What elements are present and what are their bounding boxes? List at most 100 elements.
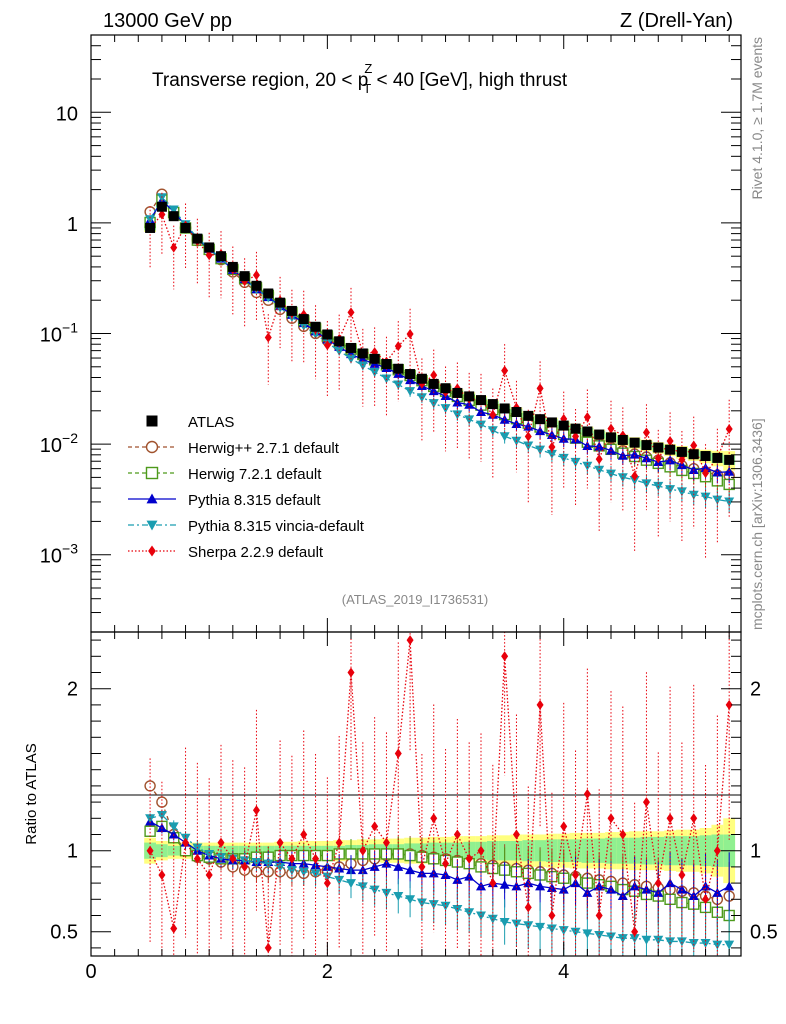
series-point-main-4 <box>394 341 402 352</box>
series-point-ratio-4 <box>394 748 402 759</box>
x-tick-label: 0 <box>85 961 96 983</box>
atlas-data-point <box>676 446 687 457</box>
series-point-ratio-2 <box>606 884 616 894</box>
series-point-ratio-2 <box>535 881 546 891</box>
series-point-ratio-4 <box>323 878 331 889</box>
series-point-main-4 <box>702 468 710 479</box>
x-tick-label: 4 <box>558 961 569 983</box>
atlas-data-point <box>204 242 215 253</box>
series-point-main-3 <box>405 387 416 397</box>
atlas-data-point <box>168 211 179 222</box>
series-point-ratio-4 <box>713 845 721 856</box>
atlas-data-point <box>665 444 676 455</box>
series-point-ratio-4 <box>359 845 367 856</box>
plot-title: Transverse region, 20 < pZ T < 40 [GeV], … <box>152 61 568 96</box>
atlas-band-inner-ratio <box>664 836 676 866</box>
legend-label: Herwig 7.2.1 default <box>188 466 322 483</box>
series-point-ratio-4 <box>725 699 733 710</box>
legend-marker <box>146 415 158 427</box>
series-point-ratio-4 <box>453 829 461 840</box>
series-point-main-4 <box>406 329 414 340</box>
series-point-ratio-2 <box>594 881 605 891</box>
legend-label: Herwig++ 2.7.1 default <box>188 440 340 457</box>
series-point-ratio-2 <box>523 878 534 888</box>
series-point-ratio-2 <box>570 878 581 888</box>
series-point-ratio-3 <box>381 888 392 898</box>
series-point-main-4 <box>430 370 438 381</box>
series-point-ratio-4 <box>312 853 320 864</box>
series-point-main-3 <box>357 361 368 371</box>
series-point-ratio-4 <box>217 837 225 848</box>
atlas-data-point <box>180 222 191 233</box>
y-tick-label-main: 10 <box>56 103 78 125</box>
series-point-ratio-2 <box>676 884 687 894</box>
series-point-ratio-4 <box>678 870 686 880</box>
series-point-main-4 <box>666 435 674 446</box>
series-point-main-2 <box>629 449 640 459</box>
series-point-main-4 <box>607 423 615 434</box>
atlas-data-point <box>357 348 368 359</box>
legend-marker <box>145 466 159 480</box>
series-point-ratio-1 <box>144 825 156 837</box>
series-point-ratio-2 <box>168 829 179 839</box>
atlas-data-point <box>653 442 664 453</box>
atlas-band-inner-ratio <box>593 838 606 863</box>
series-point-ratio-4 <box>607 813 615 824</box>
series-point-main-4 <box>158 209 166 220</box>
series-point-main-4 <box>264 332 272 343</box>
series-point-ratio-3 <box>322 872 333 882</box>
series-point-ratio-3 <box>298 867 309 877</box>
series-point-main-4 <box>631 470 639 481</box>
atlas-data-point <box>558 420 569 431</box>
series-point-ratio-2 <box>700 881 711 891</box>
series-point-ratio-4 <box>146 845 154 856</box>
series-point-main-4 <box>524 431 532 442</box>
legend-label: Pythia 8.315 vincia-default <box>188 518 365 535</box>
atlas-band-inner-ratio <box>156 844 168 858</box>
series-point-ratio-4 <box>642 797 650 808</box>
series-point-ratio-4 <box>465 853 473 864</box>
series-point-ratio-4 <box>252 805 260 816</box>
atlas-data-point <box>428 378 439 389</box>
atlas-data-point <box>487 399 498 410</box>
series-point-main-4 <box>595 454 603 465</box>
legend-marker <box>145 440 159 454</box>
series-point-ratio-4 <box>418 861 426 872</box>
atlas-data-point <box>511 407 522 418</box>
series-point-ratio-4 <box>619 829 627 840</box>
series-point-ratio-3 <box>676 937 687 947</box>
atlas-data-point <box>346 342 356 353</box>
series-point-ratio-3 <box>393 892 404 902</box>
atlas-data-point <box>286 305 297 316</box>
legend-marker <box>146 520 158 531</box>
series-point-ratio-4 <box>442 858 450 869</box>
series-point-ratio-4 <box>430 813 438 824</box>
atlas-data-point <box>440 383 451 394</box>
y-tick-exp: −3 <box>62 541 78 557</box>
series-point-ratio-2 <box>369 861 380 871</box>
series-point-ratio-3 <box>286 866 297 876</box>
series-point-ratio-4 <box>276 837 284 848</box>
series-point-ratio-2 <box>653 887 664 897</box>
atlas-data-point <box>216 251 226 262</box>
series-point-main-4 <box>205 250 213 261</box>
series-point-ratio-2 <box>393 861 404 871</box>
y-tick-label-main: 10−2 <box>40 430 78 457</box>
series-point-main-4 <box>654 453 662 464</box>
header-left: 13000 GeV pp <box>103 10 232 32</box>
series-point-main-3 <box>452 410 463 420</box>
y-tick-label-ratio-left: 1 <box>67 841 78 863</box>
series-point-main-4 <box>642 427 650 438</box>
series-point-ratio-2 <box>405 865 416 875</box>
atlas-data-point <box>263 288 274 299</box>
atlas-data-point <box>535 414 546 425</box>
atlas-data-point <box>298 314 309 325</box>
series-point-main-4 <box>690 440 698 451</box>
legend-marker <box>148 545 156 557</box>
atlas-data-point <box>452 387 463 398</box>
series-point-ratio-3 <box>546 924 557 934</box>
series-point-ratio-4 <box>524 902 532 913</box>
y-tick-base: 10 <box>40 546 62 568</box>
series-point-main-2 <box>464 399 475 409</box>
